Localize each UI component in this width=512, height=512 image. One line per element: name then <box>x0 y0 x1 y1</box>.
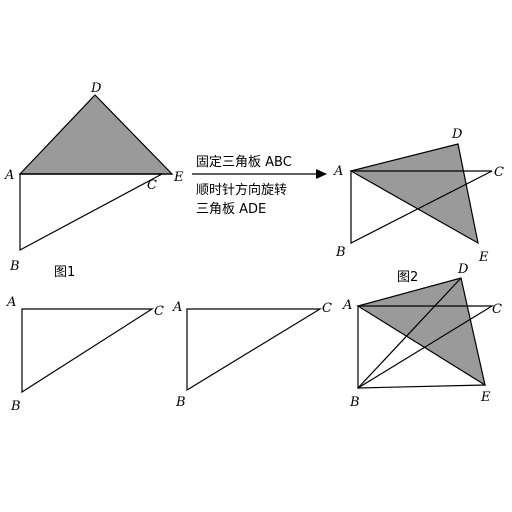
figure-1-caption: 图1 <box>54 265 75 280</box>
triangle-abc <box>19 173 163 252</box>
figure-2-caption: 图2 <box>397 270 418 285</box>
label-d: D <box>451 127 463 142</box>
label-a: A <box>172 300 182 315</box>
label-d: D <box>457 262 469 277</box>
label-c: C <box>322 301 332 316</box>
segment-bd <box>357 277 462 389</box>
triangle-abc <box>21 308 155 394</box>
triangle-abc <box>350 170 493 244</box>
label-a: A <box>333 164 343 179</box>
figure-2: D A C E B 图2 <box>333 127 504 285</box>
label-e: E <box>173 170 184 185</box>
label-c: C <box>147 178 157 193</box>
figure-4: A C B <box>172 300 332 410</box>
transition-line-3: 三角板 ADE <box>196 202 266 217</box>
arrow-head <box>316 169 327 179</box>
label-c: C <box>492 302 502 317</box>
label-a: A <box>342 298 352 313</box>
label-c: C <box>154 304 164 319</box>
triangle-ade-shaded <box>356 277 486 387</box>
figure-5: D A C E B <box>342 262 502 410</box>
label-e: E <box>478 250 489 265</box>
label-a: A <box>4 168 14 183</box>
transition-annotation: 固定三角板 ABC 顺时针方向旋转 三角板 ADE <box>192 155 327 217</box>
label-d: D <box>90 81 102 96</box>
triangle-abc <box>357 305 495 390</box>
label-b: B <box>349 395 360 410</box>
label-b: B <box>9 259 20 274</box>
triangle-abc <box>186 308 323 392</box>
figure-1: D A C E B 图1 <box>4 81 184 280</box>
figure-3: A C B <box>6 295 164 414</box>
segment-be <box>357 384 486 389</box>
triangle-ade-shaded <box>18 94 174 175</box>
label-b: B <box>175 395 186 410</box>
label-b: B <box>10 399 21 414</box>
label-c: C <box>494 165 504 180</box>
triangle-ade-rotated-shaded <box>349 143 479 245</box>
label-b: B <box>335 245 346 260</box>
label-e: E <box>480 390 491 405</box>
transition-line-2: 顺时针方向旋转 <box>196 182 287 198</box>
transition-line-1: 固定三角板 ABC <box>196 155 292 170</box>
label-a: A <box>6 295 16 310</box>
